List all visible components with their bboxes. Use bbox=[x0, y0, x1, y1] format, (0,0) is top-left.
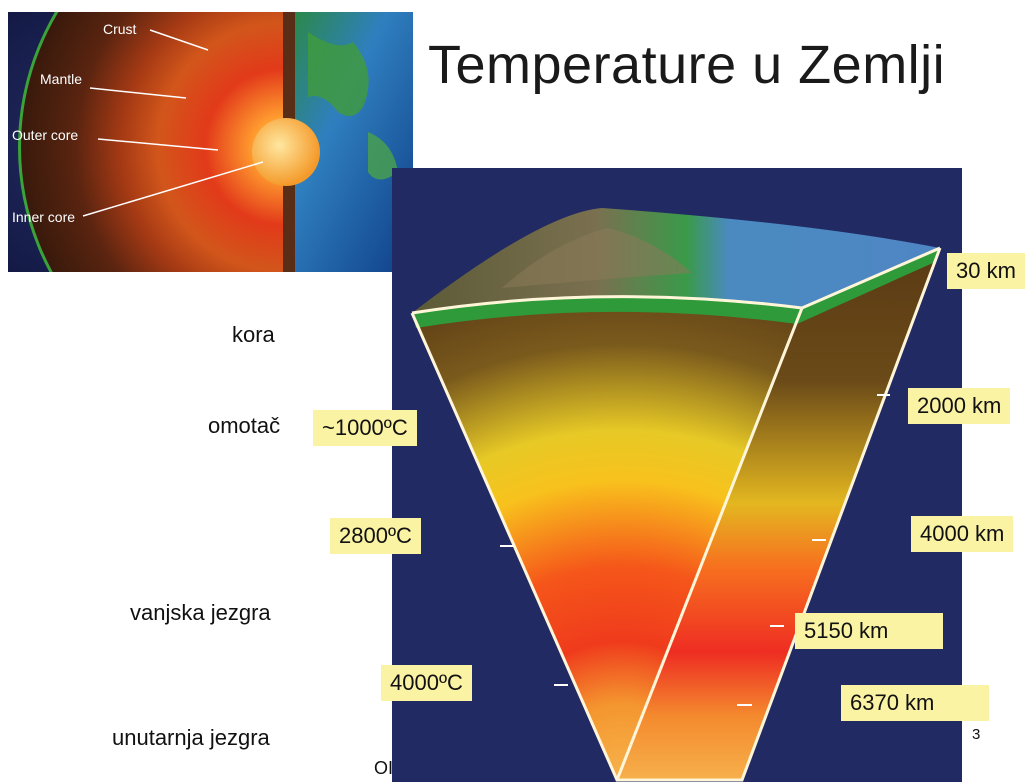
depth-tag-mantle: 2000 km bbox=[908, 388, 1011, 424]
depth-tag-crust: 30 km bbox=[947, 253, 1025, 289]
globe-label-outer-core: Outer core bbox=[12, 127, 78, 143]
globe-label-crust: Crust bbox=[103, 21, 137, 37]
earth-globe-inset: Crust Mantle Outer core Inner core bbox=[8, 12, 413, 272]
globe-label-inner-core: Inner core bbox=[12, 209, 75, 225]
layer-label-inner-core: unutarnja jezgra bbox=[112, 725, 270, 750]
temperature-tag-inner-boundary: 4000ºC bbox=[381, 665, 472, 701]
depth-tag-outer-core-top: 4000 km bbox=[911, 516, 1014, 552]
layer-label-mantle: omotač bbox=[208, 413, 281, 438]
layer-label-outer-core: vanjska jezgra bbox=[130, 600, 271, 625]
layer-label-crust: kora bbox=[232, 322, 275, 347]
page-number: 3 bbox=[972, 726, 981, 743]
depth-tag-inner-core-top: 5150 km bbox=[795, 613, 943, 649]
globe-label-mantle: Mantle bbox=[40, 71, 82, 87]
temperature-tag-mantle: ~1000ºC bbox=[313, 410, 417, 446]
temperature-tag-outer-boundary: 2800ºC bbox=[330, 518, 421, 554]
slide-title: Temperature u Zemlji bbox=[428, 35, 946, 95]
depth-tag-center: 6370 km bbox=[841, 685, 989, 721]
clipped-footer-text: OI bbox=[374, 758, 394, 778]
earth-wedge-diagram bbox=[392, 168, 962, 782]
